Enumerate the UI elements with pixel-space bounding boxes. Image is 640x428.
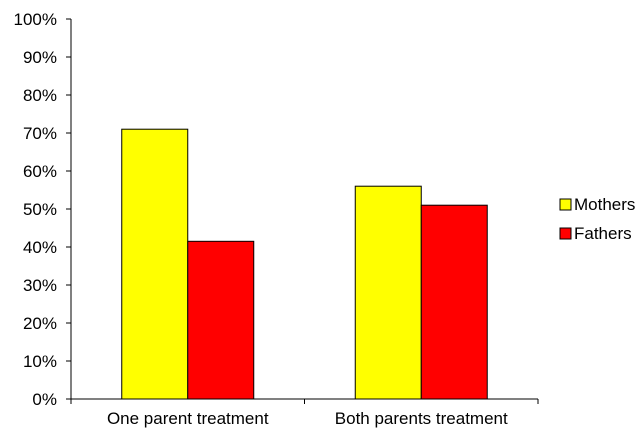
legend-label-mothers: Mothers bbox=[574, 195, 635, 214]
x-category-label: Both parents treatment bbox=[335, 409, 508, 428]
bar-mothers-0 bbox=[121, 128, 189, 400]
y-tick-label: 60% bbox=[23, 162, 57, 181]
x-axis-labels: One parent treatment Both parents treatme… bbox=[70, 399, 539, 428]
legend: Mothers Fathers bbox=[559, 195, 635, 243]
y-tick-label: 90% bbox=[23, 48, 57, 67]
y-tick-label: 20% bbox=[23, 314, 57, 333]
y-tick-label: 40% bbox=[23, 238, 57, 257]
x-category-label: One parent treatment bbox=[107, 409, 269, 428]
legend-swatch-mothers bbox=[559, 198, 572, 211]
legend-label-fathers: Fathers bbox=[574, 224, 632, 243]
y-tick-label: 80% bbox=[23, 86, 57, 105]
y-axis-ticks: 0% 10% 20% 30% 40% 50% 60% 70% 80% 90% 100% bbox=[14, 10, 71, 409]
y-tick-label: 30% bbox=[23, 276, 57, 295]
y-tick-label: 50% bbox=[23, 200, 57, 219]
bars bbox=[121, 128, 488, 400]
legend-swatch-fathers bbox=[559, 227, 572, 240]
bar-mothers-1 bbox=[354, 185, 422, 400]
y-tick-label: 10% bbox=[23, 352, 57, 371]
y-tick-label: 0% bbox=[32, 390, 57, 409]
bar-fathers-0 bbox=[187, 240, 255, 400]
bar-fathers-1 bbox=[420, 204, 488, 400]
y-tick-label: 100% bbox=[14, 10, 57, 29]
y-tick-label: 70% bbox=[23, 124, 57, 143]
